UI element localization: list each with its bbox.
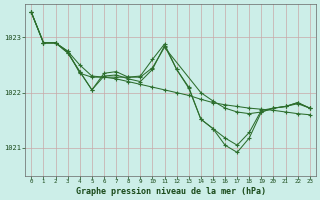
X-axis label: Graphe pression niveau de la mer (hPa): Graphe pression niveau de la mer (hPa) <box>76 187 266 196</box>
